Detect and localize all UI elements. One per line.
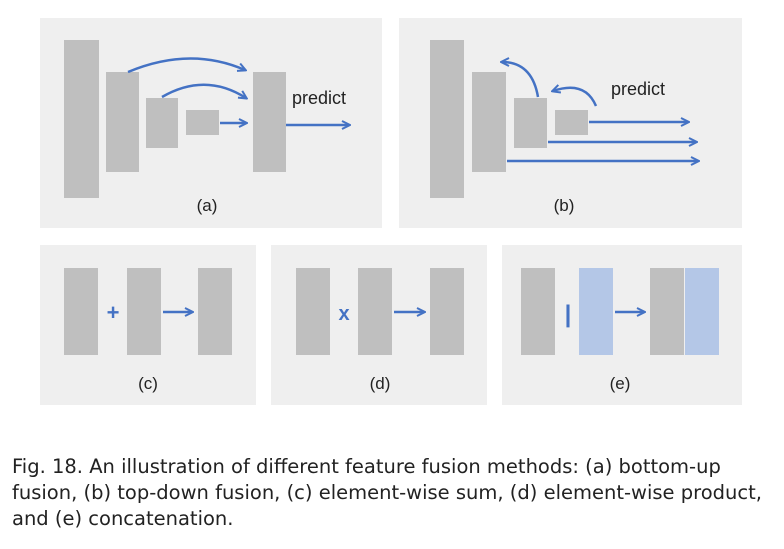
panel-c-label: (c)	[138, 374, 158, 393]
feature-map-level-3	[146, 98, 178, 148]
figure-caption: Fig. 18. An illustration of different fe…	[12, 455, 762, 530]
fused-feature-map	[253, 72, 286, 172]
input-feature-2	[127, 268, 161, 355]
fusion-diagram: predict (a) predict (b) + (c) x (d)	[40, 18, 742, 405]
skip-arrow-middle	[161, 83, 246, 98]
sum-operator: +	[107, 300, 120, 325]
panel-e-label: (e)	[610, 374, 631, 393]
input-feature-2	[579, 268, 613, 355]
feature-map-level-1	[430, 40, 464, 198]
input-feature-2	[358, 268, 392, 355]
top-down-arrow-upper	[502, 62, 540, 98]
skip-arrow-top	[127, 57, 245, 74]
top-down-arrow-lower	[553, 88, 598, 107]
concat-operator: |	[565, 301, 572, 328]
feature-map-level-4	[186, 110, 219, 135]
input-feature-1	[521, 268, 555, 355]
panel-b: predict (b)	[399, 18, 742, 228]
panel-d: x (d)	[271, 245, 487, 405]
concat-output-part-1	[650, 268, 684, 355]
panel-a-label: (a)	[197, 196, 218, 215]
concat-output-part-2	[685, 268, 719, 355]
feature-map-level-3	[514, 98, 547, 148]
figure: predict (a) predict (b) + (c) x (d)	[40, 18, 742, 405]
feature-map-level-1	[64, 40, 99, 198]
predict-label: predict	[292, 88, 346, 108]
panel-e: | (e)	[502, 245, 742, 405]
predict-label: predict	[611, 79, 665, 99]
input-feature-1	[64, 268, 98, 355]
feature-map-level-2	[106, 72, 139, 172]
feature-map-level-4	[555, 110, 588, 135]
panel-a: predict (a)	[40, 18, 382, 228]
input-feature-1	[296, 268, 330, 355]
output-feature	[430, 268, 464, 355]
output-feature	[198, 268, 232, 355]
product-operator: x	[338, 303, 349, 325]
panel-c: + (c)	[40, 245, 256, 405]
panel-d-label: (d)	[370, 374, 391, 393]
feature-map-level-2	[472, 72, 506, 172]
panel-b-label: (b)	[554, 196, 575, 215]
